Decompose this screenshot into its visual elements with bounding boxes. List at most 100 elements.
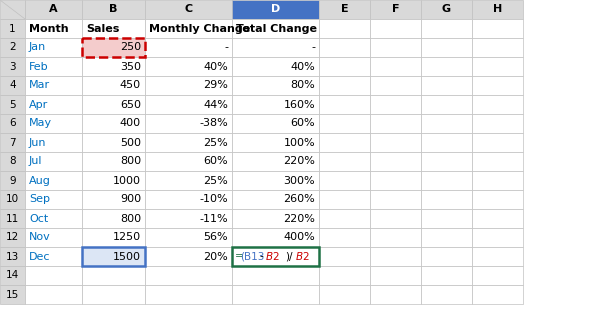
Text: 44%: 44% <box>203 100 228 110</box>
Bar <box>0 247 25 266</box>
Bar <box>0 266 25 285</box>
Text: (B13: (B13 <box>240 251 265 261</box>
Text: 7: 7 <box>9 138 16 147</box>
Bar <box>421 57 472 76</box>
Text: C: C <box>184 4 193 14</box>
Text: -: - <box>260 251 264 261</box>
Bar <box>421 228 472 247</box>
Bar <box>370 266 421 285</box>
Bar <box>82 228 145 247</box>
Bar <box>232 152 319 171</box>
Bar <box>472 266 523 285</box>
Bar <box>472 285 523 304</box>
Bar <box>82 190 145 209</box>
Bar <box>472 76 523 95</box>
Bar <box>232 133 319 152</box>
Bar <box>370 0 421 19</box>
Bar <box>421 247 472 266</box>
Text: 9: 9 <box>9 175 16 186</box>
Bar <box>232 247 319 266</box>
Bar <box>82 38 145 57</box>
Bar <box>0 114 25 133</box>
Bar <box>0 228 25 247</box>
Bar <box>319 133 370 152</box>
Text: 12: 12 <box>6 232 19 243</box>
Bar <box>0 38 25 57</box>
Text: 29%: 29% <box>203 81 228 90</box>
Text: 900: 900 <box>120 194 141 204</box>
Bar <box>232 57 319 76</box>
Bar <box>82 19 145 38</box>
Bar <box>370 190 421 209</box>
Bar <box>145 76 232 95</box>
Bar <box>0 0 25 19</box>
Text: 60%: 60% <box>290 118 315 129</box>
Text: 10: 10 <box>6 194 19 204</box>
Bar <box>370 19 421 38</box>
Bar <box>370 95 421 114</box>
Text: Apr: Apr <box>29 100 48 110</box>
Bar <box>232 95 319 114</box>
Bar <box>472 171 523 190</box>
Bar <box>82 152 145 171</box>
Bar <box>421 209 472 228</box>
Bar <box>232 209 319 228</box>
Text: 2: 2 <box>9 43 16 53</box>
Text: May: May <box>29 118 52 129</box>
Text: Feb: Feb <box>29 61 49 72</box>
Text: 25%: 25% <box>203 175 228 186</box>
Text: -: - <box>311 43 315 53</box>
Text: Mar: Mar <box>29 81 50 90</box>
Bar <box>25 19 82 38</box>
Bar <box>0 171 25 190</box>
Text: 800: 800 <box>120 157 141 167</box>
Bar <box>319 152 370 171</box>
Text: 220%: 220% <box>283 214 315 224</box>
Text: Total Change: Total Change <box>236 24 317 33</box>
Bar <box>145 285 232 304</box>
Bar <box>82 95 145 114</box>
Bar <box>319 171 370 190</box>
Bar <box>370 171 421 190</box>
Bar <box>25 133 82 152</box>
Bar <box>472 152 523 171</box>
Bar <box>472 190 523 209</box>
Text: 80%: 80% <box>290 81 315 90</box>
Bar <box>82 0 145 19</box>
Text: 1000: 1000 <box>113 175 141 186</box>
Bar <box>232 38 319 57</box>
Bar <box>370 285 421 304</box>
Text: 56%: 56% <box>203 232 228 243</box>
Bar <box>232 76 319 95</box>
Text: 20%: 20% <box>203 251 228 261</box>
Bar <box>319 209 370 228</box>
Bar <box>232 190 319 209</box>
Bar <box>82 133 145 152</box>
Bar <box>472 133 523 152</box>
Text: =: = <box>235 251 244 261</box>
Bar <box>319 247 370 266</box>
Bar <box>319 57 370 76</box>
Text: 40%: 40% <box>203 61 228 72</box>
Text: 260%: 260% <box>283 194 315 204</box>
Bar <box>232 114 319 133</box>
Bar <box>370 133 421 152</box>
Bar <box>145 247 232 266</box>
Bar <box>0 76 25 95</box>
Text: A: A <box>49 4 58 14</box>
Text: E: E <box>341 4 349 14</box>
Bar <box>472 19 523 38</box>
Bar <box>319 19 370 38</box>
Bar <box>472 114 523 133</box>
Text: G: G <box>442 4 451 14</box>
Bar <box>472 57 523 76</box>
Bar <box>0 285 25 304</box>
Bar <box>82 171 145 190</box>
Text: 350: 350 <box>120 61 141 72</box>
Bar <box>145 266 232 285</box>
Bar <box>145 171 232 190</box>
Bar <box>0 133 25 152</box>
Text: -: - <box>224 43 228 53</box>
Bar <box>472 209 523 228</box>
Bar <box>25 228 82 247</box>
